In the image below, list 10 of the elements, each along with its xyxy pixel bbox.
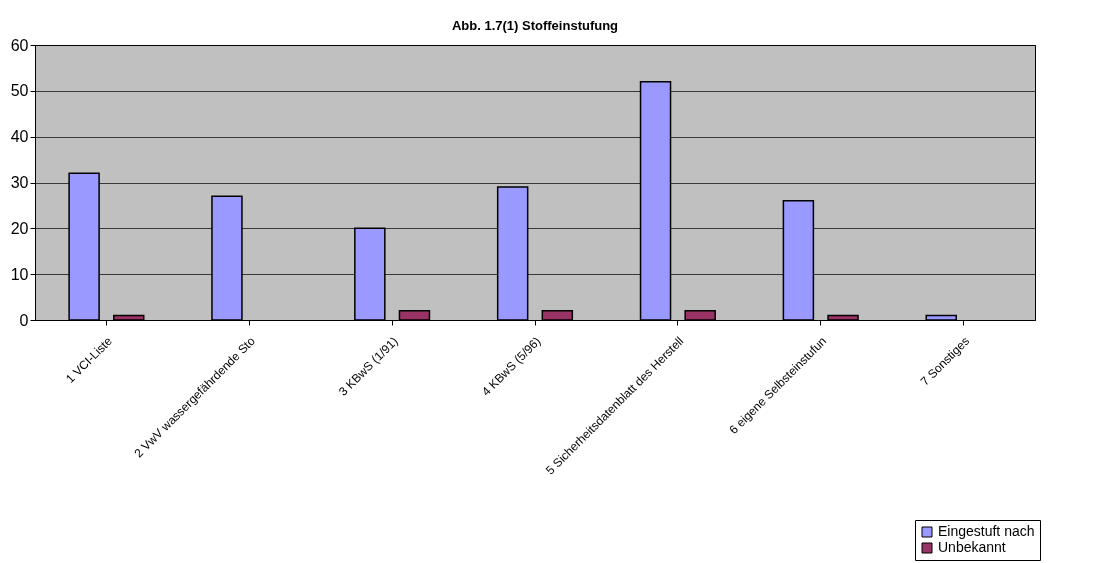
y-tick-label: 30 bbox=[10, 174, 29, 191]
y-tick-label: 0 bbox=[19, 311, 29, 329]
y-tick-label: 20 bbox=[10, 219, 29, 237]
legend-label: Unbekannt bbox=[938, 539, 1006, 555]
chart-title: Abb. 1.7(1) Stoffeinstufung bbox=[451, 18, 619, 33]
y-tick-label: 10 bbox=[10, 265, 29, 283]
legend-label: Eingestuft nach bbox=[938, 523, 1035, 539]
y-tick-label: 50 bbox=[10, 82, 29, 100]
y-tick-label: 60 bbox=[10, 36, 29, 54]
y-tick-label: 40 bbox=[10, 128, 29, 146]
